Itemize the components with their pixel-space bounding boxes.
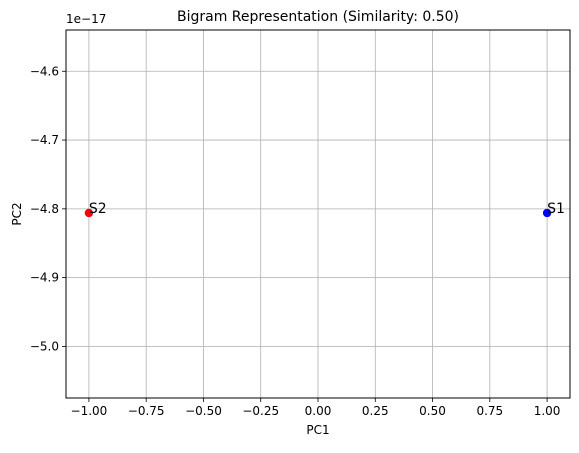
x-tick-label: −0.25 <box>242 404 279 418</box>
y-tick-label: −4.8 <box>30 202 59 216</box>
x-tick-label: 1.00 <box>534 404 561 418</box>
point-label-s2: S2 <box>89 201 107 217</box>
data-points: S1 S2 <box>84 201 565 218</box>
y-tick-label: −4.6 <box>30 64 59 78</box>
y-axis-offset-label: 1e−17 <box>66 12 106 26</box>
x-tick-label: 0.25 <box>362 404 389 418</box>
x-tick-label: 0.00 <box>305 404 332 418</box>
x-tick-label: 0.75 <box>476 404 503 418</box>
grid <box>66 30 570 398</box>
chart-title: Bigram Representation (Similarity: 0.50) <box>177 9 459 25</box>
y-axis-label: PC2 <box>10 202 24 225</box>
y-tick-label: −4.7 <box>30 133 59 147</box>
x-tick-label: 0.50 <box>419 404 446 418</box>
x-tick-label: −1.00 <box>71 404 108 418</box>
point-label-s1: S1 <box>547 201 565 217</box>
y-tick-label: −5.0 <box>30 339 59 353</box>
x-axis-label: PC1 <box>306 423 329 437</box>
data-point-s2 <box>84 208 94 218</box>
data-point-s1 <box>542 208 552 218</box>
y-tick-label: −4.9 <box>30 271 59 285</box>
x-tick-label: −0.50 <box>185 404 222 418</box>
axis-ticks: −1.00 −0.75 −0.50 −0.25 0.00 0.25 0.50 0.75 1.00… <box>30 64 561 418</box>
x-tick-label: −0.75 <box>128 404 165 418</box>
